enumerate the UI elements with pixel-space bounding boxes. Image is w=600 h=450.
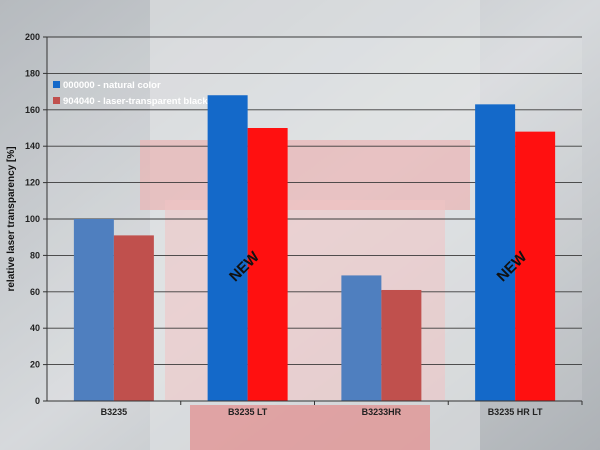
y-tick-label: 200 [25,32,40,42]
y-tick-label: 120 [25,178,40,188]
bar-natural-1 [73,219,114,401]
background-red-strip [190,405,430,450]
x-category-label: B3233HR [362,407,402,417]
y-axis-label: relative laser transparency [%] [6,146,17,291]
bar-black-3 [381,289,422,401]
y-tick-label: 20 [30,360,40,370]
legend-marker-natural [53,81,60,88]
bar-natural-4 [475,104,516,401]
y-tick-label: 160 [25,105,40,115]
bar-black-2 [247,128,288,401]
legend: 000000 - natural color 904040 - laser-tr… [53,80,208,107]
x-category-labels: B3235 B3235 LT B3233HR B3235 HR LT [101,401,583,417]
x-category-label: B3235 HR LT [488,407,543,417]
bar-natural-2 [207,95,248,402]
y-tick-label: 60 [30,287,40,297]
bar-black-4 [515,131,556,401]
y-tick-label: 140 [25,141,40,151]
y-tick-label: 0 [35,396,40,406]
background-red-plate [140,140,470,210]
y-tick-label: 180 [25,68,40,78]
y-tick-label: 40 [30,323,40,333]
x-category-label: B3235 [101,407,128,417]
legend-label-black: 904040 - laser-transparent black [63,96,208,107]
legend-label-natural: 000000 - natural color [63,80,161,91]
x-category-label: B3235 LT [228,407,268,417]
y-tick-labels: 0 20 40 60 80 100 120 140 160 180 200 [25,32,47,406]
bar-group [73,95,556,402]
bar-natural-3 [341,275,382,401]
bar-black-1 [113,235,154,401]
legend-marker-black [53,97,60,104]
y-tick-label: 100 [25,214,40,224]
y-tick-label: 80 [30,250,40,260]
